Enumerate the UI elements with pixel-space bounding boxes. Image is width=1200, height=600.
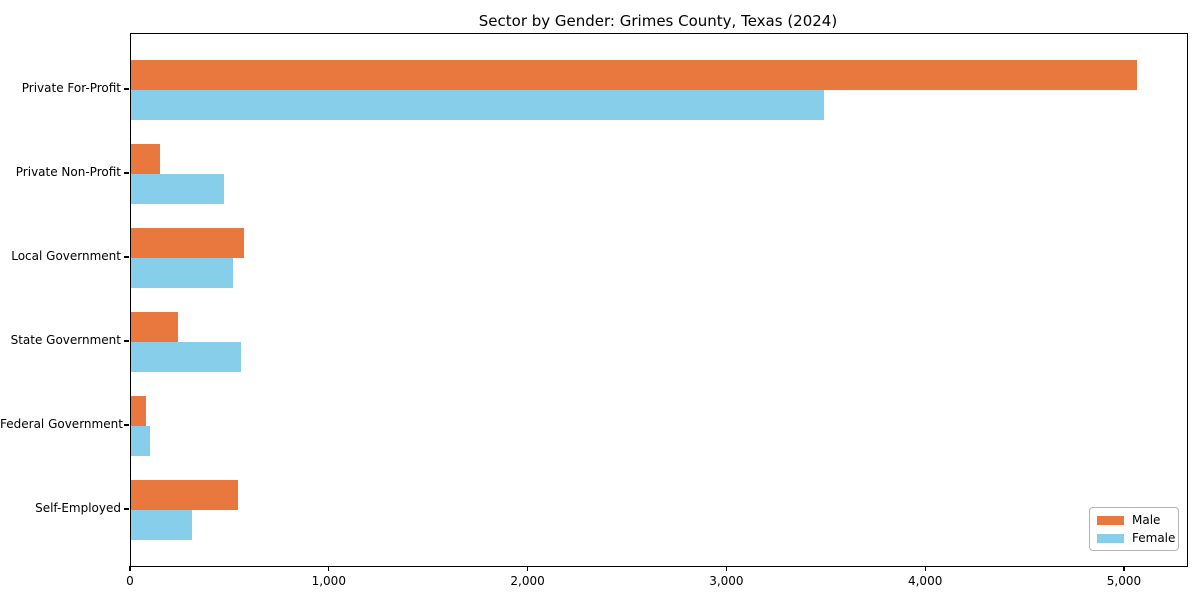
x-tick-mark bbox=[1123, 566, 1125, 571]
bar-female-self-employed bbox=[131, 510, 192, 540]
x-tick-mark bbox=[924, 566, 926, 571]
bar-female-state-government bbox=[131, 342, 242, 372]
bar-male-federal-government bbox=[131, 396, 146, 426]
legend-label-female: Female bbox=[1132, 531, 1176, 545]
y-tick-mark bbox=[124, 508, 129, 510]
x-tick-mark bbox=[129, 566, 131, 571]
x-tick-mark bbox=[725, 566, 727, 571]
legend: Male Female bbox=[1089, 507, 1179, 551]
y-tick-label-self-employed: Self-Employed bbox=[35, 501, 121, 515]
bar-female-local-government bbox=[131, 258, 234, 288]
bar-male-private-for-profit bbox=[131, 60, 1137, 90]
bar-male-state-government bbox=[131, 312, 178, 342]
y-tick-label-private-for-profit: Private For-Profit bbox=[21, 81, 121, 95]
y-tick-mark bbox=[124, 172, 129, 174]
y-tick-label-federal-government: Federal Government bbox=[0, 417, 123, 431]
bar-male-self-employed bbox=[131, 480, 239, 510]
bar-female-private-non-profit bbox=[131, 174, 225, 204]
y-tick-label-state-government: State Government bbox=[10, 333, 121, 347]
y-tick-mark bbox=[124, 256, 129, 258]
y-tick-label-private-non-profit: Private Non-Profit bbox=[15, 165, 121, 179]
y-tick-mark bbox=[124, 340, 129, 342]
plot-area bbox=[130, 33, 1188, 567]
x-tick-label-2000: 2,000 bbox=[510, 574, 545, 588]
x-tick-label-5000: 5,000 bbox=[1106, 574, 1142, 588]
bar-male-private-non-profit bbox=[131, 144, 160, 174]
x-tick-mark bbox=[328, 566, 330, 571]
x-tick-mark bbox=[526, 566, 529, 571]
bar-female-private-for-profit bbox=[131, 90, 824, 120]
x-tick-label-4000: 4,000 bbox=[907, 574, 943, 588]
bar-female-federal-government bbox=[131, 426, 150, 456]
legend-label-male: Male bbox=[1132, 513, 1161, 527]
y-tick-mark bbox=[124, 424, 129, 426]
y-tick-mark bbox=[124, 88, 129, 90]
legend-swatch-male bbox=[1097, 515, 1124, 525]
x-tick-label-1000: 1,000 bbox=[311, 574, 346, 588]
legend-swatch-female bbox=[1097, 533, 1124, 543]
y-tick-label-local-government: Local Government bbox=[11, 249, 121, 263]
chart-title: Sector by Gender: Grimes County, Texas (… bbox=[478, 12, 838, 30]
legend-entry-male: Male bbox=[1097, 513, 1171, 527]
x-tick-label-0: 0 bbox=[126, 574, 134, 588]
bar-male-local-government bbox=[131, 228, 245, 258]
legend-entry-female: Female bbox=[1097, 531, 1175, 545]
x-tick-label-3000: 3,000 bbox=[709, 574, 744, 588]
